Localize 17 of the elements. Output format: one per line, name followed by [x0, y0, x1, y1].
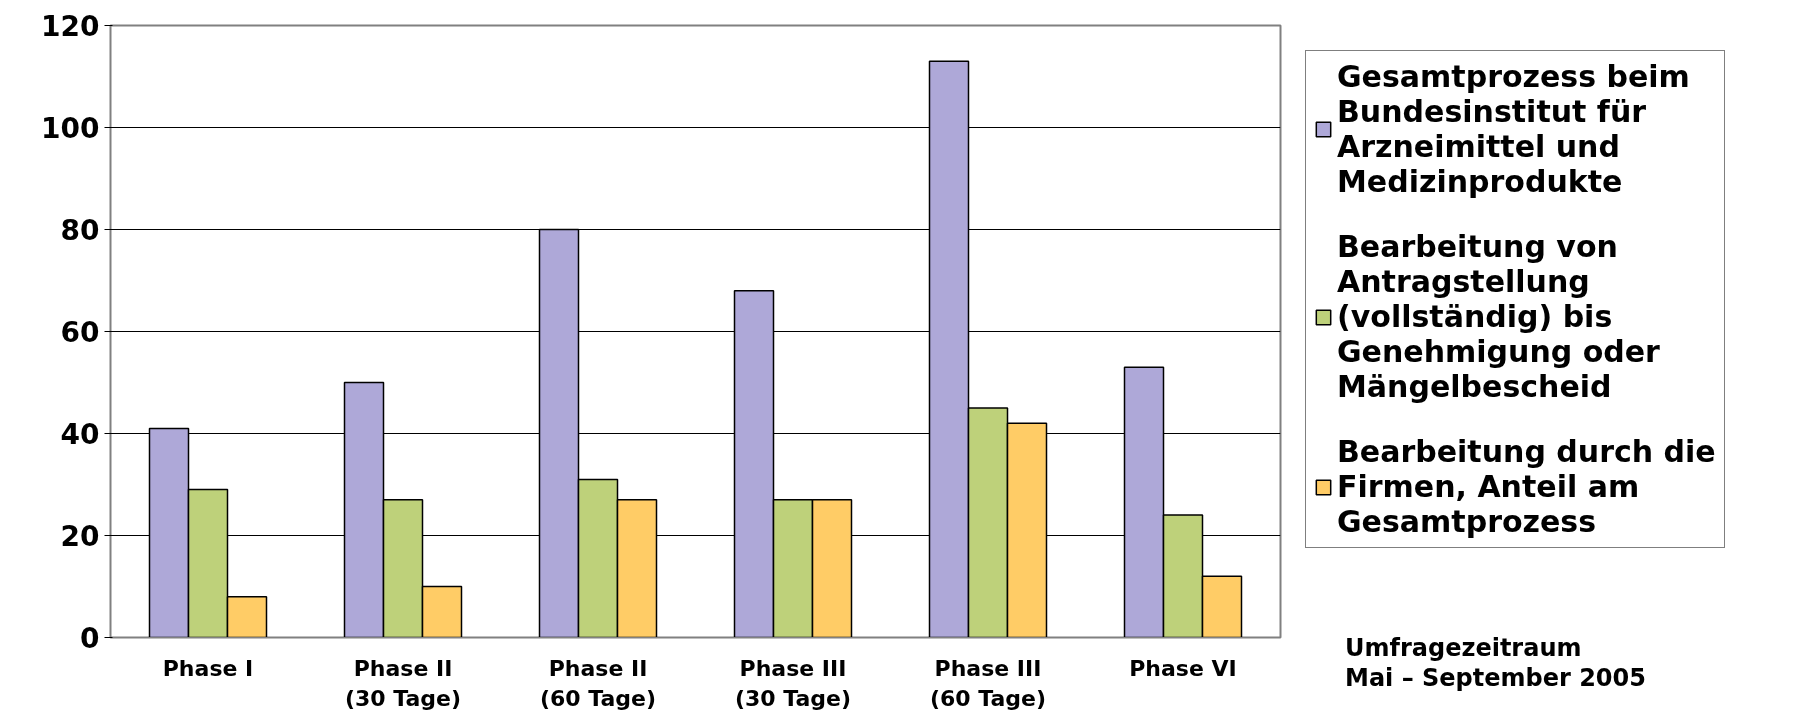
- x-tick-label: Phase I: [162, 655, 254, 681]
- y-tick-label: 40: [60, 418, 100, 451]
- y-tick-label: 60: [60, 316, 100, 349]
- x-tick-label: Phase III (30 Tage): [734, 655, 852, 711]
- x-tick-label: Phase III (60 Tage): [929, 655, 1047, 711]
- y-tick-label: 100: [41, 112, 100, 145]
- y-tick-label: 120: [41, 10, 100, 43]
- x-tick-label: Phase VI: [1129, 655, 1237, 681]
- legend-label: Bearbeitung durch die Firmen, Anteil am Gesamtprozess: [1337, 434, 1716, 539]
- legend-label: Gesamtprozess beim Bundesinstitut für Arzneimittel und Medizinprodukte: [1337, 59, 1690, 199]
- text: Umfragezeitraum Mai – September 2005: [1345, 633, 1646, 693]
- x-tick-label: Phase II (30 Tage): [344, 655, 462, 711]
- legend-label: Bearbeitung von Antragstellung (vollständig) bis Genehmigung oder Mängelbescheid: [1337, 229, 1660, 404]
- x-tick-label: Phase II (60 Tage): [539, 655, 657, 711]
- y-tick-label: 20: [60, 520, 100, 553]
- y-tick-label: 0: [80, 622, 100, 655]
- y-tick-label: 80: [60, 214, 100, 247]
